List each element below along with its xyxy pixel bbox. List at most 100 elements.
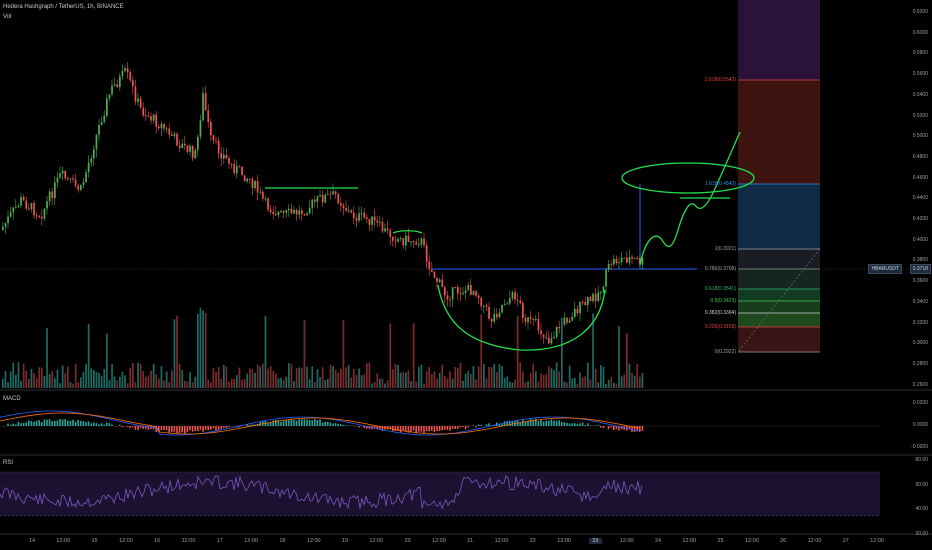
volume-bar — [483, 363, 485, 388]
macd-histogram-bar — [451, 426, 454, 429]
candle — [402, 238, 405, 246]
price-axis-label: 0.3400 — [912, 298, 928, 305]
time-axis-label: 20 — [404, 538, 411, 544]
volume-bar — [316, 369, 319, 388]
price-axis-label: 0.4000 — [912, 236, 928, 243]
price-axis-label: 0.4800 — [912, 153, 928, 160]
candle — [220, 153, 223, 159]
volume-bar — [264, 315, 267, 388]
candle — [477, 295, 480, 298]
candle — [155, 114, 158, 127]
candle — [636, 258, 639, 260]
macd-histogram-bar — [631, 426, 633, 432]
volume-bar — [623, 374, 626, 388]
volume-bar — [116, 380, 119, 388]
volume-bar — [587, 362, 589, 388]
macd-histogram-bar — [308, 419, 311, 426]
candle — [511, 292, 514, 299]
candle — [30, 203, 33, 210]
time-axis[interactable]: 14 12:00 15 12:00 16 12:00 17 12:00 18 12:00 19 12:… — [0, 534, 932, 550]
candle — [293, 209, 295, 214]
volume-bar — [488, 366, 490, 388]
candle — [602, 286, 605, 292]
candle — [457, 287, 459, 294]
volume-bar — [269, 366, 272, 388]
candle — [280, 210, 282, 212]
volume-bar — [56, 369, 59, 388]
macd-histogram-bar — [454, 426, 456, 429]
volume-bar — [537, 381, 540, 388]
macd-axis[interactable]: 0.0200 0.0000 -0.0200 — [902, 390, 932, 455]
macd-legend[interactable]: MACD — [3, 396, 21, 402]
volume-bar — [132, 363, 134, 388]
candle — [399, 238, 402, 240]
candle — [451, 287, 454, 300]
volume-bar — [485, 378, 488, 388]
candle — [490, 318, 493, 322]
volume-legend[interactable]: Vol — [3, 14, 12, 20]
rsi-legend[interactable]: RSI — [3, 460, 14, 466]
macd-histogram-bar — [441, 426, 443, 431]
volume-bar — [176, 315, 178, 388]
candle — [371, 216, 373, 225]
candle — [355, 218, 358, 221]
volume-bar — [2, 378, 4, 388]
volume-bar — [636, 364, 639, 388]
candle — [613, 258, 615, 265]
volume-bar — [493, 364, 496, 388]
candle — [428, 261, 431, 270]
macd-histogram-bar — [74, 421, 77, 426]
candle — [384, 228, 386, 232]
volume-bar — [574, 377, 576, 388]
candle — [519, 300, 522, 303]
candle — [415, 242, 418, 245]
macd-histogram-bar — [485, 424, 488, 426]
macd-histogram-bar — [561, 421, 563, 426]
macd-histogram-bar — [522, 419, 524, 426]
macd-histogram-bar — [251, 424, 254, 426]
time-axis-label: 21 — [467, 538, 474, 544]
candle — [574, 308, 576, 317]
volume-bar — [431, 373, 433, 388]
macd-histogram-bar — [61, 419, 64, 426]
volume-bar — [181, 370, 184, 388]
candle — [514, 292, 516, 300]
volume-bar — [579, 372, 581, 388]
candle — [256, 181, 259, 193]
macd-histogram-bar — [46, 419, 48, 426]
volume-bar — [353, 368, 355, 388]
volume-bar — [95, 371, 98, 388]
candle — [420, 238, 423, 245]
candle — [379, 221, 381, 223]
macd-histogram-bar — [72, 419, 74, 426]
symbol-legend[interactable]: Hedera Hashgraph / TetherUS, 1h, BINANCE — [3, 4, 124, 10]
volume-bar — [189, 372, 191, 388]
volume-bar — [290, 363, 293, 388]
volume-bar — [158, 378, 160, 388]
price-axis[interactable]: 0.6200 0.6000 0.5800 0.5600 0.5400 0.5200 0.50… — [902, 0, 932, 390]
macd-histogram-bar — [204, 426, 207, 430]
volume-bar — [210, 382, 212, 388]
macd-histogram-bar — [558, 420, 560, 426]
candle — [233, 164, 236, 174]
candle — [72, 178, 74, 180]
candle — [95, 134, 98, 150]
macd-histogram-bar — [571, 423, 573, 426]
rsi-axis[interactable]: 80.00 60.00 40.00 20.00 — [902, 455, 932, 537]
time-axis-label: 12:00 — [494, 538, 509, 544]
candle — [207, 110, 210, 123]
candle — [597, 292, 600, 302]
macd-histogram-bar — [17, 421, 20, 426]
candle — [485, 305, 488, 307]
volume-bar — [503, 378, 506, 388]
volume-bar — [563, 381, 566, 388]
volume-bar — [64, 373, 67, 388]
candle — [615, 258, 618, 264]
volume-bar — [553, 369, 555, 388]
volume-bar — [119, 376, 121, 388]
volume-bar — [545, 373, 548, 388]
macd-histogram-bar — [597, 425, 599, 426]
candle — [93, 149, 95, 159]
volume-bar — [379, 378, 381, 388]
